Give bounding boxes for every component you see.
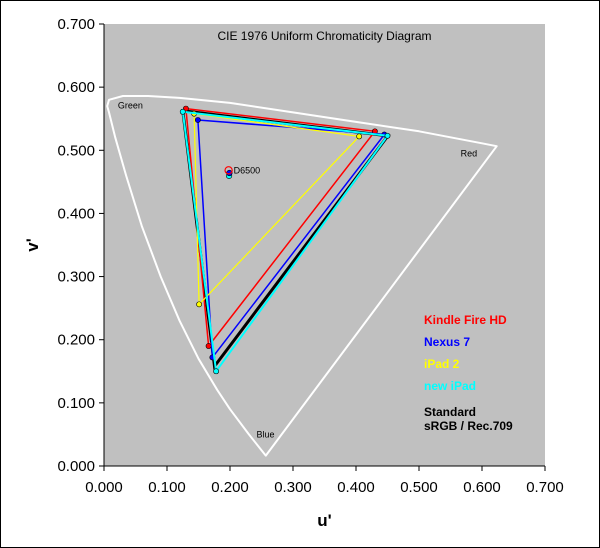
y-axis-title: v' [23, 238, 42, 252]
legend-entry-kindle-fire-hd: Kindle Fire HD [424, 313, 507, 327]
y-tick-label: 0.300 [57, 269, 95, 286]
locus-label-blue: Blue [256, 430, 274, 440]
x-axis-title: u' [317, 511, 331, 530]
primary-marker-new-ipad [213, 368, 220, 375]
locus-label-red: Red [461, 149, 478, 159]
whitepoint-reference-marker [224, 166, 233, 175]
x-tick-label: 0.600 [463, 479, 501, 496]
primary-marker-ipad-2 [196, 301, 203, 308]
x-tick-label: 0.500 [400, 479, 438, 496]
locus-label-green: Green [118, 101, 143, 111]
gamut-triangle-ipad-2 [193, 113, 361, 306]
y-tick-label: 0.700 [57, 16, 95, 33]
primary-marker-kindle-fire-hd [205, 343, 212, 349]
y-tick-label: 0.200 [57, 332, 95, 349]
y-tick-label: 0.000 [57, 458, 95, 475]
legend-entry-nexus-7: Nexus 7 [424, 335, 470, 349]
y-tick-label: 0.500 [57, 142, 95, 159]
whitepoint-label: D6500 [234, 165, 261, 175]
x-tick-label: 0.400 [337, 479, 375, 496]
x-tick-label: 0.300 [274, 479, 312, 496]
plot-area [104, 24, 545, 466]
primary-marker-new-ipad [384, 132, 391, 139]
x-tick-label: 0.000 [85, 479, 123, 496]
y-tick-label: 0.600 [57, 79, 95, 96]
x-tick-label: 0.100 [148, 479, 186, 496]
legend-entry-standard-line: Standard [424, 405, 476, 419]
primary-marker-new-ipad [179, 108, 186, 115]
y-tick-label: 0.400 [57, 205, 95, 222]
spectral-locus [106, 95, 498, 457]
x-tick-label: 0.700 [526, 479, 564, 496]
legend-entry-standard-line: sRGB / Rec.709 [424, 419, 513, 433]
chart-title: CIE 1976 Uniform Chromaticity Diagram [217, 29, 431, 43]
primary-marker-ipad-2 [356, 133, 363, 140]
legend: Kindle Fire HD Nexus 7 iPad 2 new iPad Stand… [424, 313, 513, 433]
gamut-triangle-new-ipad [181, 110, 390, 374]
legend-entry-new-ipad: new iPad [424, 379, 476, 393]
y-tick-label: 0.100 [57, 395, 95, 412]
primary-marker-nexus-7 [194, 117, 201, 123]
x-tick-label: 0.200 [211, 479, 249, 496]
legend-entry-ipad-2: iPad 2 [424, 357, 460, 371]
